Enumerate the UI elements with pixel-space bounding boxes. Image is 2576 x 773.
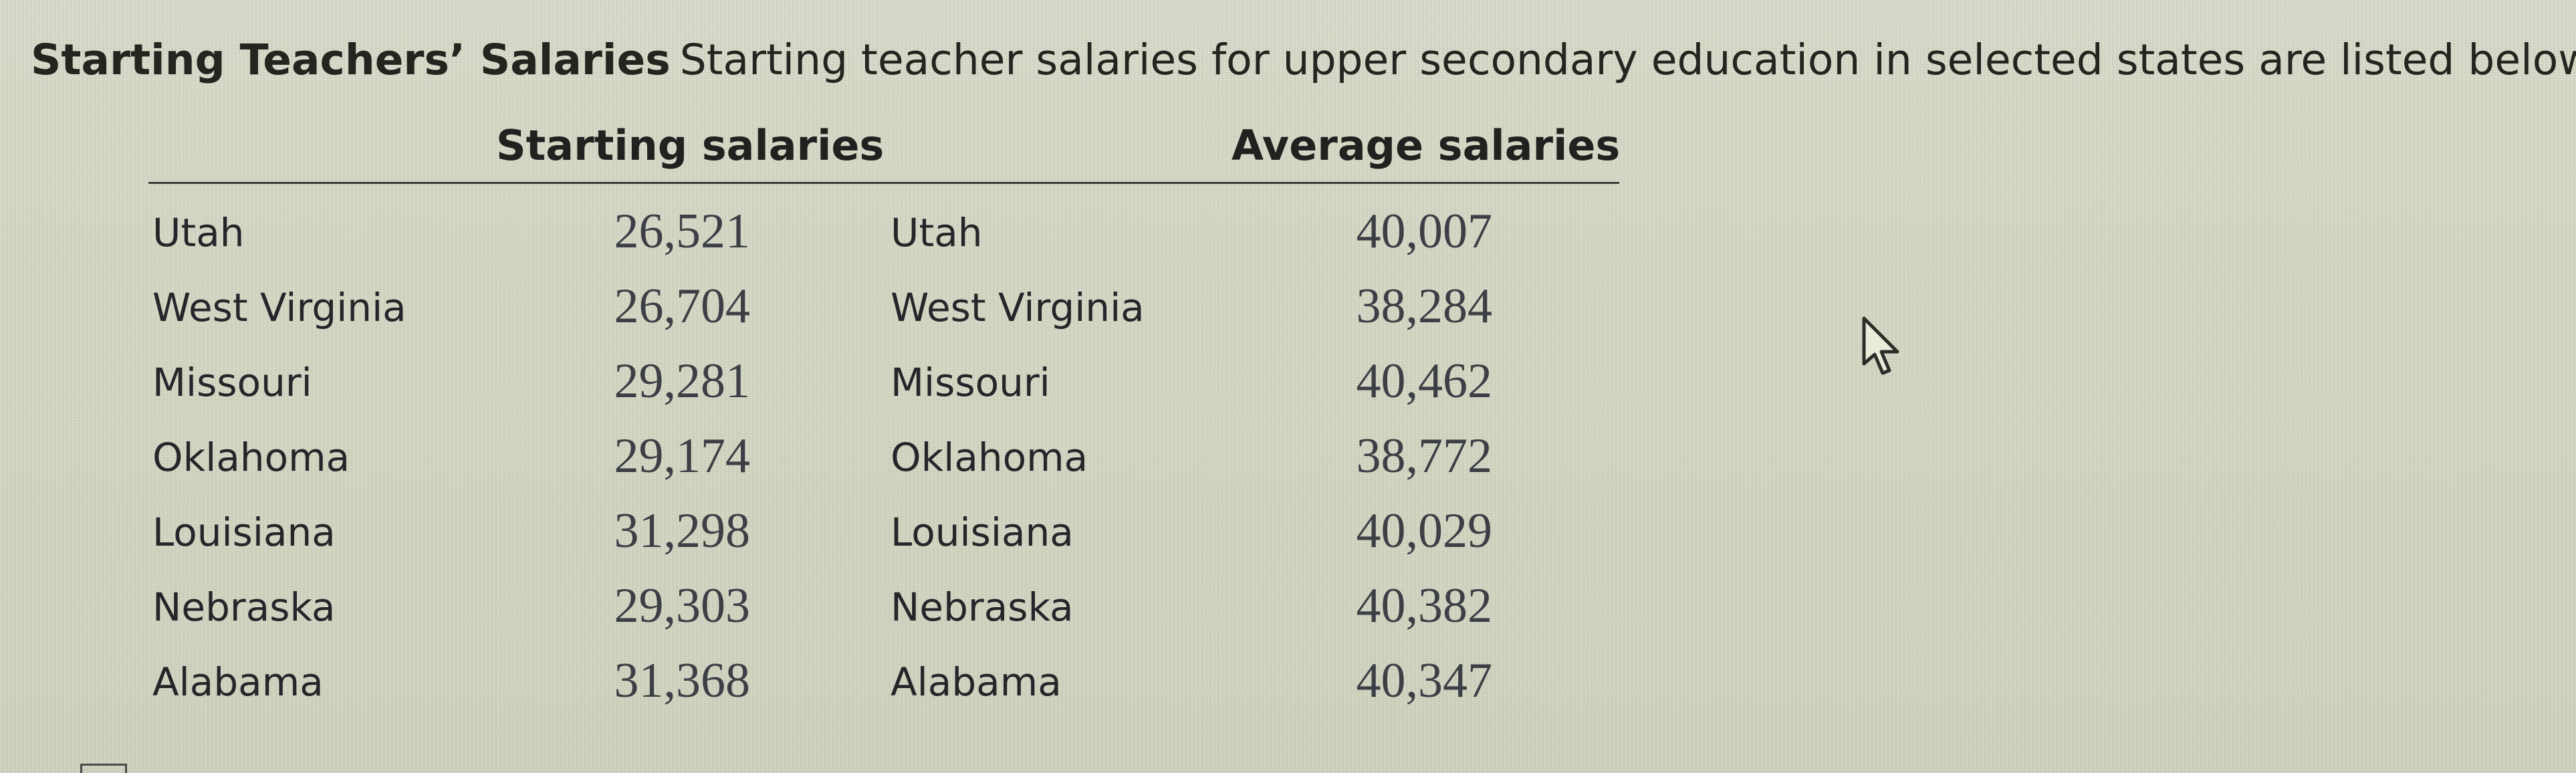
salary-table: Starting salaries Average salaries Utah … xyxy=(148,120,1621,724)
state-name-left: Missouri xyxy=(152,360,312,405)
average-salary-value: 40,029 xyxy=(1356,504,1493,558)
state-name-left: Oklahoma xyxy=(152,435,350,480)
state-name-right: West Virginia xyxy=(891,285,1145,330)
table-row: Louisiana 31,298 Louisiana 40,029 xyxy=(148,499,1619,574)
state-name-left: Utah xyxy=(152,210,245,255)
state-name-left: Alabama xyxy=(152,659,324,705)
state-name-right: Utah xyxy=(891,210,983,255)
average-salary-value: 40,347 xyxy=(1356,653,1493,708)
average-salary-value: 40,382 xyxy=(1356,578,1493,633)
state-name-left: West Virginia xyxy=(152,285,406,330)
partial-checkbox[interactable] xyxy=(80,764,127,773)
mouse-pointer-icon xyxy=(1861,316,1903,377)
table-row: Oklahoma 29,174 Oklahoma 38,772 xyxy=(148,424,1619,499)
average-salary-value: 38,284 xyxy=(1356,279,1493,334)
state-name-right: Oklahoma xyxy=(891,435,1088,480)
state-name-right: Louisiana xyxy=(891,510,1074,555)
table-row: Missouri 29,281 Missouri 40,462 xyxy=(148,349,1619,424)
table-row: Utah 26,521 Utah 40,007 xyxy=(148,199,1619,274)
starting-salary-value: 29,303 xyxy=(614,578,751,633)
average-salaries-header: Average salaries xyxy=(1232,121,1621,170)
starting-salary-value: 29,174 xyxy=(614,429,751,483)
problem-heading: Starting Teachers’ Salaries xyxy=(31,35,671,84)
state-name-right: Missouri xyxy=(891,360,1050,405)
table-row: Nebraska 29,303 Nebraska 40,382 xyxy=(148,574,1619,649)
table-row: Alabama 31,368 Alabama 40,347 xyxy=(148,649,1619,724)
state-name-right: Alabama xyxy=(891,659,1062,705)
state-name-right: Nebraska xyxy=(891,584,1074,630)
state-name-left: Louisiana xyxy=(152,510,336,555)
problem-text: Starting teacher salaries for upper seco… xyxy=(679,35,2576,84)
starting-salary-value: 26,704 xyxy=(614,279,751,334)
starting-salary-value: 31,298 xyxy=(614,504,751,558)
state-name-left: Nebraska xyxy=(152,584,336,630)
average-salary-value: 40,462 xyxy=(1356,354,1493,409)
header-rule xyxy=(148,182,1619,184)
average-salary-value: 38,772 xyxy=(1356,429,1493,483)
table-header: Starting salaries Average salaries xyxy=(148,120,1621,185)
average-salary-value: 40,007 xyxy=(1356,204,1493,259)
table-row: West Virginia 26,704 West Virginia 38,28… xyxy=(148,274,1619,349)
starting-salaries-header: Starting salaries xyxy=(496,121,885,170)
starting-salary-value: 26,521 xyxy=(614,204,751,259)
starting-salary-value: 31,368 xyxy=(614,653,751,708)
problem-prompt: Starting Teachers’ Salaries Starting teac… xyxy=(31,32,2576,88)
starting-salary-value: 29,281 xyxy=(614,354,751,409)
